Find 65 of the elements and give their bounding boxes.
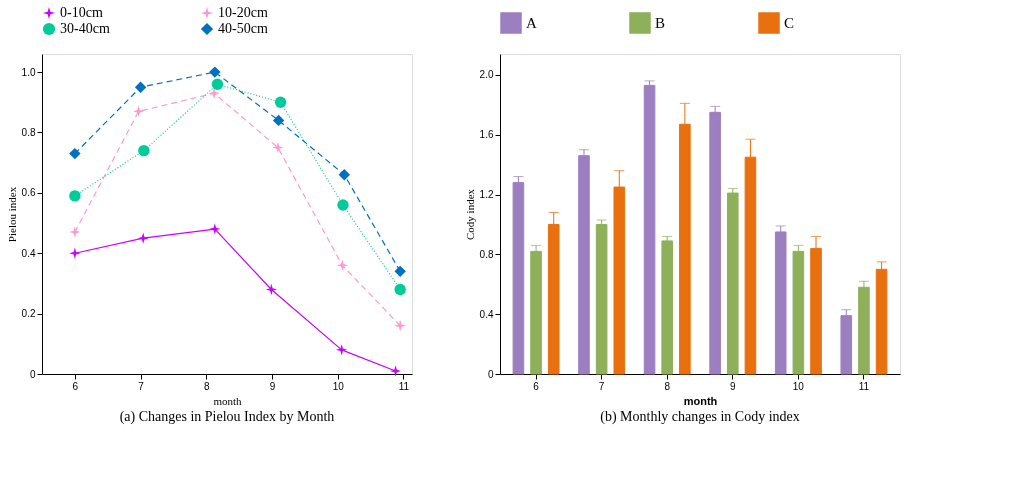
- x-tick-label: 10: [792, 380, 805, 392]
- text: (b) Monthly changes in Cody index: [600, 409, 800, 425]
- x-tick-label: 9: [730, 380, 737, 392]
- point: [69, 226, 81, 238]
- point: [134, 81, 147, 93]
- y-tick-label: 1.0: [21, 66, 36, 78]
- x-tick-label: 7: [138, 380, 145, 392]
- x-tick-label: 10: [332, 380, 345, 392]
- point: [132, 105, 145, 118]
- x-tick-label: 6: [533, 380, 540, 392]
- legend-label: 0-10cm: [60, 5, 103, 20]
- bar: [858, 286, 870, 375]
- y-tick-label: 1.6: [479, 129, 494, 141]
- bar: [530, 250, 542, 375]
- point: [394, 320, 406, 332]
- y-axis-title: Cody index: [463, 188, 476, 241]
- y-tick-label: 0.2: [21, 308, 36, 320]
- y-tick-label: 0.8: [479, 248, 494, 260]
- y-tick-label: 0.6: [21, 187, 36, 199]
- legend-label: A: [526, 15, 537, 31]
- legend-label: 30-40cm: [60, 21, 110, 36]
- y-tick-label: 0: [487, 368, 494, 380]
- point: [69, 247, 81, 259]
- y-axis-title: Pielou index: [5, 186, 18, 243]
- legend-label: B: [655, 15, 666, 31]
- y-tick-label: 1.2: [479, 189, 494, 201]
- point: [336, 259, 349, 272]
- point: [337, 199, 349, 211]
- x-tick-label: 9: [269, 380, 276, 392]
- point: [394, 265, 406, 278]
- text: (a) Changes in Pielou Index by Month: [119, 409, 335, 425]
- point: [209, 223, 221, 235]
- point: [338, 169, 351, 181]
- x-tick-label: 7: [598, 380, 605, 392]
- point: [335, 344, 348, 356]
- point: [209, 66, 221, 78]
- point: [137, 232, 149, 244]
- legend-label: 40-50cm: [218, 21, 268, 36]
- x-axis-title: month: [213, 394, 243, 407]
- x-axis-title: month: [683, 394, 718, 407]
- x-tick-label: 6: [72, 380, 79, 392]
- y-tick-label: 0.4: [479, 308, 494, 320]
- point: [69, 147, 81, 160]
- point: [394, 283, 406, 296]
- point: [265, 283, 278, 296]
- x-tick-label: 11: [398, 380, 410, 392]
- x-tick-label: 8: [204, 380, 211, 392]
- legend-label: C: [784, 15, 795, 31]
- y-tick-label: 0.4: [21, 247, 36, 259]
- point: [274, 96, 287, 108]
- y-tick-label: 0: [29, 368, 36, 380]
- point: [272, 141, 284, 154]
- x-tick-label: 11: [858, 380, 870, 392]
- y-tick-label: 0.8: [21, 126, 36, 138]
- bar: [792, 250, 805, 375]
- bar: [661, 240, 674, 375]
- x-tick-label: 8: [664, 380, 671, 392]
- point: [138, 144, 150, 157]
- legend-label: 10-20cm: [218, 5, 268, 20]
- y-tick-label: 2.0: [479, 69, 494, 81]
- point: [389, 365, 402, 377]
- point: [69, 190, 81, 202]
- bar: [709, 111, 721, 375]
- point: [272, 114, 285, 127]
- point: [211, 78, 224, 90]
